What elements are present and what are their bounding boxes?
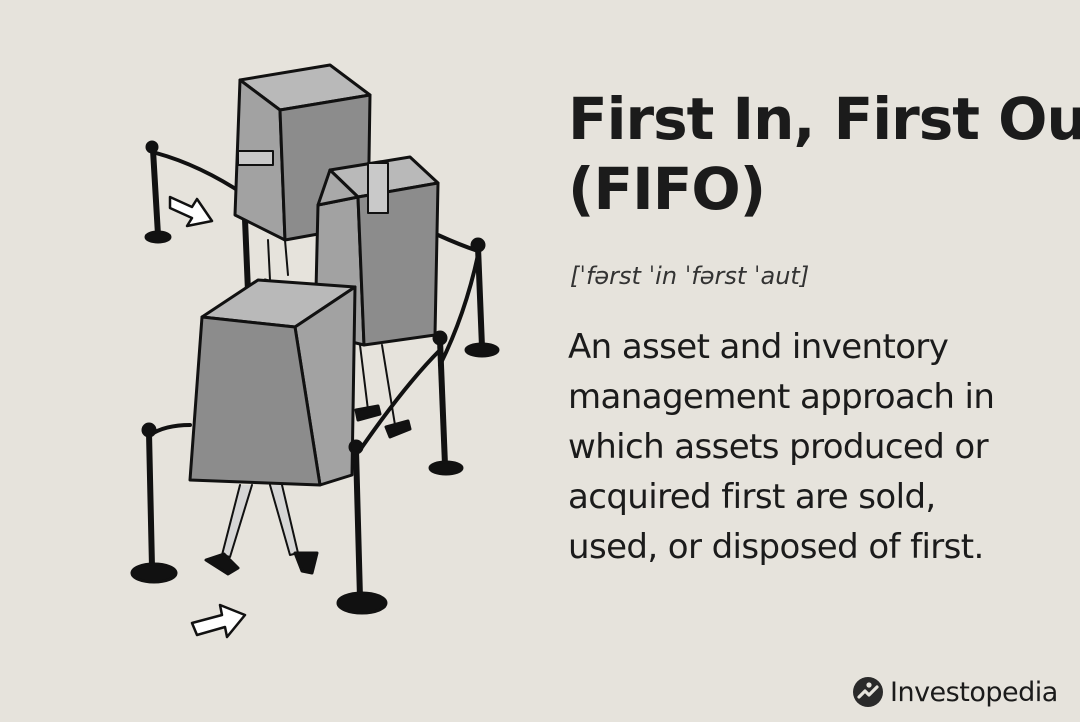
definition-line: used, or disposed of first. bbox=[568, 527, 984, 567]
floor-arrow-icon bbox=[190, 603, 247, 639]
term-title-line: (FIFO) bbox=[568, 155, 766, 223]
boxes-queue-illustration bbox=[130, 63, 500, 639]
definition-line: management approach in bbox=[568, 377, 995, 417]
box-character-front bbox=[188, 278, 357, 576]
term-definition: An asset and inventory management approa… bbox=[568, 322, 1068, 572]
stanchion-post bbox=[428, 330, 464, 476]
stanchion-post bbox=[464, 237, 500, 358]
definition-line: An asset and inventory bbox=[568, 327, 949, 367]
term-title-line: First In, First Out bbox=[568, 85, 1080, 153]
definition-line: acquired first are sold, bbox=[568, 477, 936, 517]
pronunciation: [ˈfərst ˈin ˈfərst ˈaut] bbox=[570, 262, 810, 290]
box-character-back bbox=[233, 63, 372, 292]
stanchion-post bbox=[130, 422, 178, 584]
brand-name: Investopedia bbox=[890, 676, 1058, 708]
brand-logo: Investopedia bbox=[852, 673, 1058, 711]
definition-line: which assets produced or bbox=[568, 427, 989, 467]
investopedia-logo-icon bbox=[853, 677, 883, 707]
stanchion-post bbox=[336, 439, 388, 615]
term-title: First In, First Out (FIFO) bbox=[568, 84, 1080, 224]
floor-arrow-icon bbox=[168, 195, 214, 228]
stanchion-post bbox=[144, 140, 172, 244]
